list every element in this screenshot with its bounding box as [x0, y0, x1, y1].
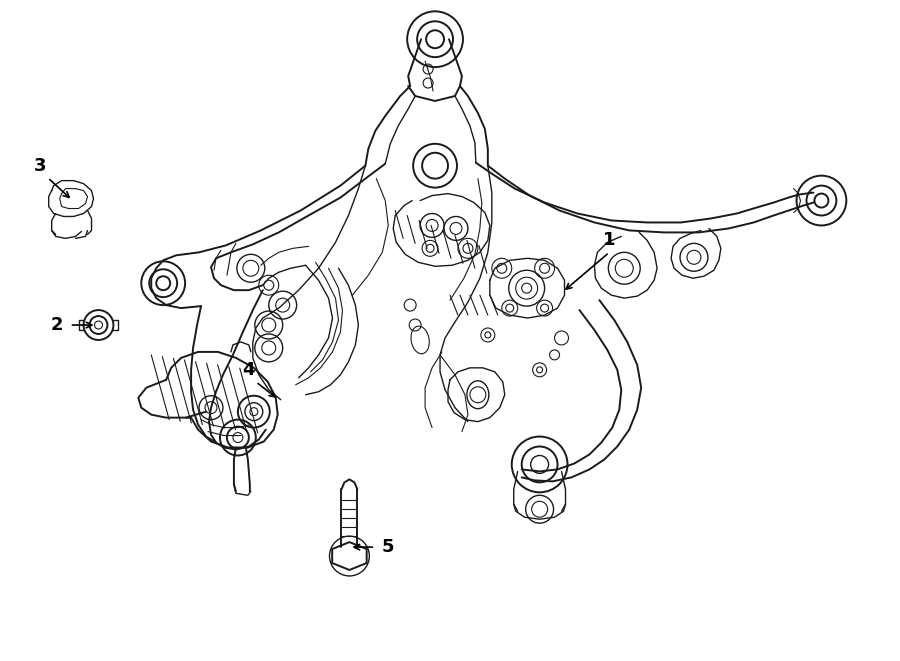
Text: 3: 3: [33, 157, 46, 175]
Text: 1: 1: [603, 231, 616, 249]
Text: 4: 4: [243, 361, 255, 379]
Text: 2: 2: [50, 316, 63, 334]
Text: 5: 5: [382, 538, 394, 556]
